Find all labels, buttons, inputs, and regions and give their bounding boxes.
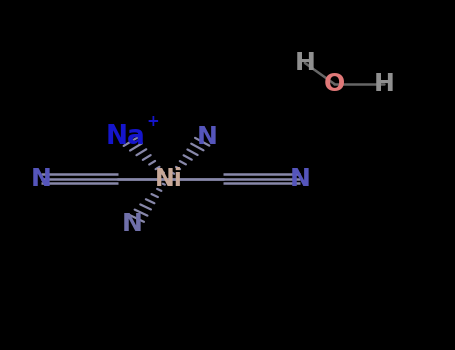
Text: N: N [121, 212, 142, 236]
Text: N: N [30, 167, 51, 190]
Text: Na: Na [105, 124, 145, 149]
Text: +: + [146, 114, 159, 129]
Text: O: O [324, 72, 345, 96]
Text: Ni: Ni [154, 167, 182, 190]
Text: N: N [197, 125, 217, 148]
Text: H: H [294, 51, 315, 75]
Text: N: N [290, 167, 311, 190]
Text: H: H [374, 72, 395, 96]
